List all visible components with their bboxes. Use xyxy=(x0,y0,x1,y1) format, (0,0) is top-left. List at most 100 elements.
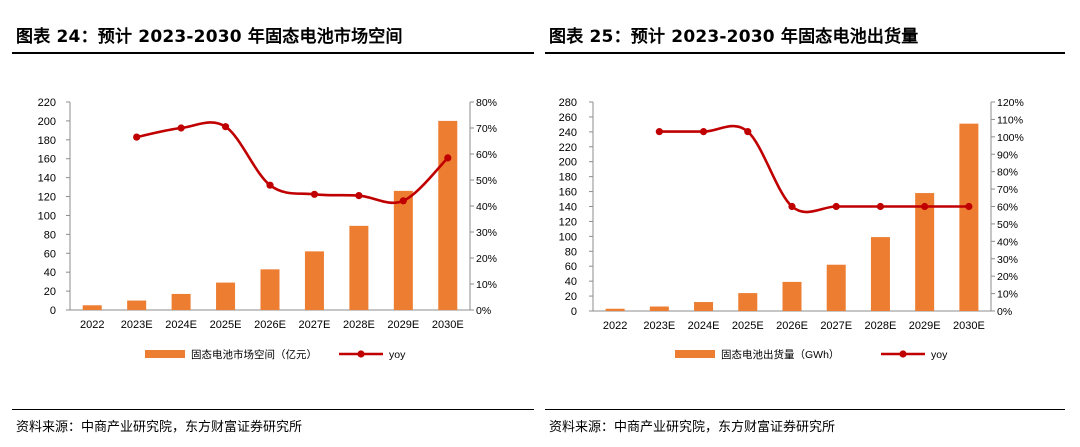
chart-title: 图表 25：预计 2023-2030 年固态电池出货量 xyxy=(549,27,919,47)
yoy-point xyxy=(744,128,752,136)
x-tick-label: 2028E xyxy=(343,319,375,331)
y2-tick-label: 50% xyxy=(476,175,497,187)
y2-tick-label: 100% xyxy=(997,132,1024,144)
x-tick-label: 2027E xyxy=(820,320,852,332)
yoy-line xyxy=(659,124,969,214)
y-tick-label: 280 xyxy=(559,97,577,109)
yoy-point xyxy=(832,202,840,211)
bar-2027E xyxy=(826,264,846,311)
y-tick-label: 200 xyxy=(38,116,56,128)
y-tick-label: 160 xyxy=(38,154,56,166)
y2-tick-label: 30% xyxy=(476,227,497,239)
y2-tick-label: 70% xyxy=(476,123,497,135)
y2-tick-label: 10% xyxy=(476,279,497,291)
y2-tick-label: 60% xyxy=(997,202,1018,214)
x-tick-label: 2024E xyxy=(165,319,197,331)
y-tick-label: 20 xyxy=(44,286,56,298)
bar-2029E xyxy=(915,193,935,311)
legend-line-marker xyxy=(899,350,907,358)
x-tick-label: 2029E xyxy=(387,319,419,331)
y-tick-label: 120 xyxy=(559,216,577,228)
yoy-point xyxy=(310,190,319,198)
y2-tick-label: 40% xyxy=(476,201,497,213)
x-tick-label: 2030E xyxy=(432,319,464,331)
yoy-point xyxy=(965,202,973,211)
y-tick-label: 140 xyxy=(38,173,56,185)
yoy-point xyxy=(177,124,185,132)
y-tick-label: 180 xyxy=(38,135,56,147)
y-tick-label: 100 xyxy=(38,210,56,222)
bar-2024E xyxy=(171,293,191,310)
legend-bar-label: 固态电池出货量（GWh） xyxy=(721,348,839,361)
y-tick-label: 40 xyxy=(44,267,56,279)
x-tick-label: 2026E xyxy=(254,319,286,331)
y2-tick-label: 30% xyxy=(997,254,1018,266)
yoy-point xyxy=(133,133,141,141)
yoy-point xyxy=(699,128,708,136)
y-tick-label: 140 xyxy=(559,202,577,214)
x-tick-label: 2024E xyxy=(688,320,720,332)
y2-tick-label: 20% xyxy=(476,253,497,265)
title-rule xyxy=(545,52,1065,54)
chart-panel-market-size: 图表 24：预计 2023-2030 年固态电池市场空间 0 20 40 60 80 10… xyxy=(12,0,542,447)
yoy-line xyxy=(136,121,449,205)
x-tick-label: 2023E xyxy=(121,319,153,331)
y2-tick-label: 40% xyxy=(997,236,1018,248)
x-tick-label: 2026E xyxy=(776,320,808,332)
yoy-point xyxy=(921,202,929,211)
bar-2028E xyxy=(870,237,890,311)
y2-tick-label: 50% xyxy=(997,219,1018,231)
y-tick-label: 160 xyxy=(559,187,577,199)
bar-2023E xyxy=(649,306,669,311)
legend-bar-swatch xyxy=(145,350,185,358)
chart-panel-shipments: 图表 25：预计 2023-2030 年固态电池出货量 0 20 40 60 80 100… xyxy=(545,0,1075,447)
y-tick-label: 180 xyxy=(559,172,577,184)
title-rule xyxy=(12,52,534,54)
yoy-point xyxy=(221,123,230,131)
y-tick-label: 220 xyxy=(559,142,577,154)
bar-2023E xyxy=(127,300,147,310)
y-tick-label: 220 xyxy=(38,97,56,109)
x-tick-label: 2027E xyxy=(299,319,331,331)
x-tick-label: 2030E xyxy=(953,320,985,332)
yoy-point xyxy=(355,192,363,200)
source-note: 资料来源：中商产业研究院，东方财富证券研究所 xyxy=(16,420,303,435)
yoy-point xyxy=(444,154,452,162)
y2-tick-label: 110% xyxy=(997,114,1023,126)
source-note: 资料来源：中商产业研究院，东方财富证券研究所 xyxy=(549,420,836,435)
source-rule xyxy=(545,409,1065,410)
chart-title: 图表 24：预计 2023-2030 年固态电池市场空间 xyxy=(16,27,403,47)
legend-bar-label: 固态电池市场空间（亿元） xyxy=(191,348,317,361)
y2-tick-label: 70% xyxy=(997,184,1018,196)
x-tick-label: 2029E xyxy=(909,320,941,332)
x-tick-label: 2023E xyxy=(643,320,675,332)
shipments-chart: 0 20 40 60 80 100 120 140 160 180 200 220 240 260 280 0… xyxy=(559,97,1024,361)
bar-2022 xyxy=(605,308,625,311)
y-tick-label: 60 xyxy=(565,261,577,273)
yoy-point xyxy=(266,181,274,189)
bar-2030E xyxy=(438,120,458,310)
y-tick-label: 260 xyxy=(559,112,577,124)
x-tick-label: 2022 xyxy=(603,320,627,332)
yoy-point xyxy=(399,197,407,205)
y2-tick-label: 60% xyxy=(476,149,497,161)
yoy-point xyxy=(655,128,663,136)
bar-2030E xyxy=(959,123,979,312)
bar-2025E xyxy=(738,293,758,311)
y-tick-label: 120 xyxy=(38,192,56,204)
y-tick-label: 240 xyxy=(559,127,577,139)
x-tick-label: 2025E xyxy=(210,319,242,331)
x-tick-label: 2025E xyxy=(732,320,764,332)
y2-tick-label: 0% xyxy=(476,305,491,317)
yoy-point xyxy=(876,202,885,211)
y2-tick-label: 90% xyxy=(997,149,1018,161)
bar-2027E xyxy=(304,251,324,310)
bar-2028E xyxy=(349,225,369,310)
bar-2029E xyxy=(393,190,413,310)
y-tick-label: 0 xyxy=(571,306,577,318)
y-tick-label: 80 xyxy=(44,229,56,241)
y-tick-label: 100 xyxy=(559,231,577,243)
y-tick-label: 200 xyxy=(559,157,577,169)
bar-2024E xyxy=(694,302,714,311)
bar-2025E xyxy=(216,282,236,310)
